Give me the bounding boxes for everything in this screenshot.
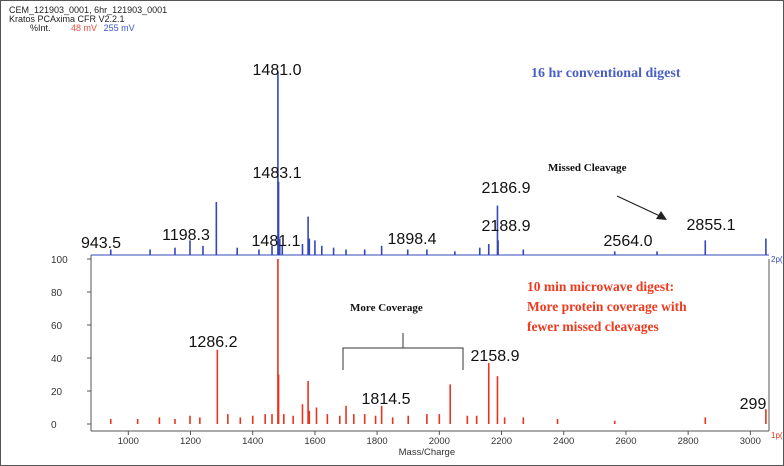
bottom-peak-label: 299 bbox=[740, 396, 767, 413]
top-peak-label: 2186.9 bbox=[482, 180, 531, 197]
top-peak-label: 943.5 bbox=[81, 235, 121, 252]
mv-red-label: 48 mV bbox=[71, 23, 98, 33]
header-instrument: Kratos PCAxima CFR V2.2.1 bbox=[9, 14, 125, 24]
y-tick-label: 60 bbox=[51, 321, 63, 332]
missed-cleavage-label: Missed Cleavage bbox=[548, 162, 627, 174]
x-tick-label: 2800 bbox=[678, 436, 699, 447]
bottom-title-line-1: 10 min microwave digest: bbox=[527, 279, 675, 294]
y-tick-label: 80 bbox=[51, 288, 63, 299]
x-tick-label: 1600 bbox=[304, 436, 325, 447]
y-tick-label: 20 bbox=[51, 387, 63, 398]
missed-cleavage-arrow bbox=[616, 195, 667, 220]
bottom-peak-label: 2158.9 bbox=[471, 348, 520, 365]
bottom-title: 10 min microwave digest: More protein co… bbox=[527, 277, 687, 337]
top-peak-label: 2855.1 bbox=[687, 217, 736, 234]
header-filename: CEM_121903_0001, 6hr_121903_0001 bbox=[9, 5, 168, 15]
x-tick-label: 1000 bbox=[118, 436, 139, 447]
y-tick-label: 0 bbox=[51, 420, 57, 431]
arrow-head bbox=[656, 211, 667, 220]
more-coverage-bracket bbox=[342, 333, 464, 370]
mv-blue-label: 255 mV bbox=[103, 23, 135, 33]
bottom-peak-label: 1814.5 bbox=[362, 391, 411, 408]
top-peak-label: 1898.4 bbox=[388, 231, 437, 248]
bottom-peak-label: 1286.2 bbox=[189, 334, 238, 351]
bottom-title-line-2: More protein coverage with bbox=[527, 299, 687, 314]
bottom-title-line-3: fewer missed cleavages bbox=[527, 319, 659, 334]
top-peak-label: 1481.1 bbox=[252, 233, 301, 250]
top-peak-label: 1481.0 bbox=[253, 62, 302, 79]
top-peak-label: 2564.0 bbox=[604, 233, 653, 250]
bottom-spectrum-series bbox=[109, 259, 767, 424]
y-tick-label: 40 bbox=[51, 354, 63, 365]
x-tick-label: 1200 bbox=[180, 436, 201, 447]
header-int-row: %Int. 48 mV 255 mV bbox=[30, 23, 135, 33]
x-tick-label: 2000 bbox=[429, 436, 450, 447]
top-title: 16 hr conventional digest bbox=[531, 66, 681, 81]
top-axis-stub: 2p( bbox=[771, 255, 783, 264]
bracket-line bbox=[342, 333, 464, 370]
x-tick-label: 3000 bbox=[740, 436, 761, 447]
top-peak-label: 1198.3 bbox=[162, 227, 210, 244]
int-label: %Int. bbox=[30, 23, 51, 33]
bottom-axes: 0 20 40 60 80 100 1000 1200 1400 1600 1800 2000 2200… bbox=[51, 255, 783, 458]
arrow-line bbox=[616, 195, 663, 218]
more-coverage-label: More Coverage bbox=[350, 302, 423, 314]
top-peak-label: 1483.1 bbox=[253, 165, 302, 182]
bottom-axis-stub: 1p( bbox=[771, 431, 783, 440]
x-tick-label: 1400 bbox=[242, 436, 263, 447]
x-tick-label: 1800 bbox=[367, 436, 388, 447]
y-tick-label: 100 bbox=[51, 255, 68, 266]
x-tick-label: 2400 bbox=[553, 436, 574, 447]
x-tick-label: 2600 bbox=[615, 436, 636, 447]
x-tick-label: 2200 bbox=[491, 436, 512, 447]
top-peak-label: 2188.9 bbox=[482, 218, 531, 235]
top-spectrum-series bbox=[91, 72, 769, 256]
peak-labels: 1481.0 1483.1 943.5 1198.3 1481.1 1898.4 2186.… bbox=[81, 62, 766, 413]
x-axis-title: Mass/Charge bbox=[399, 447, 456, 458]
